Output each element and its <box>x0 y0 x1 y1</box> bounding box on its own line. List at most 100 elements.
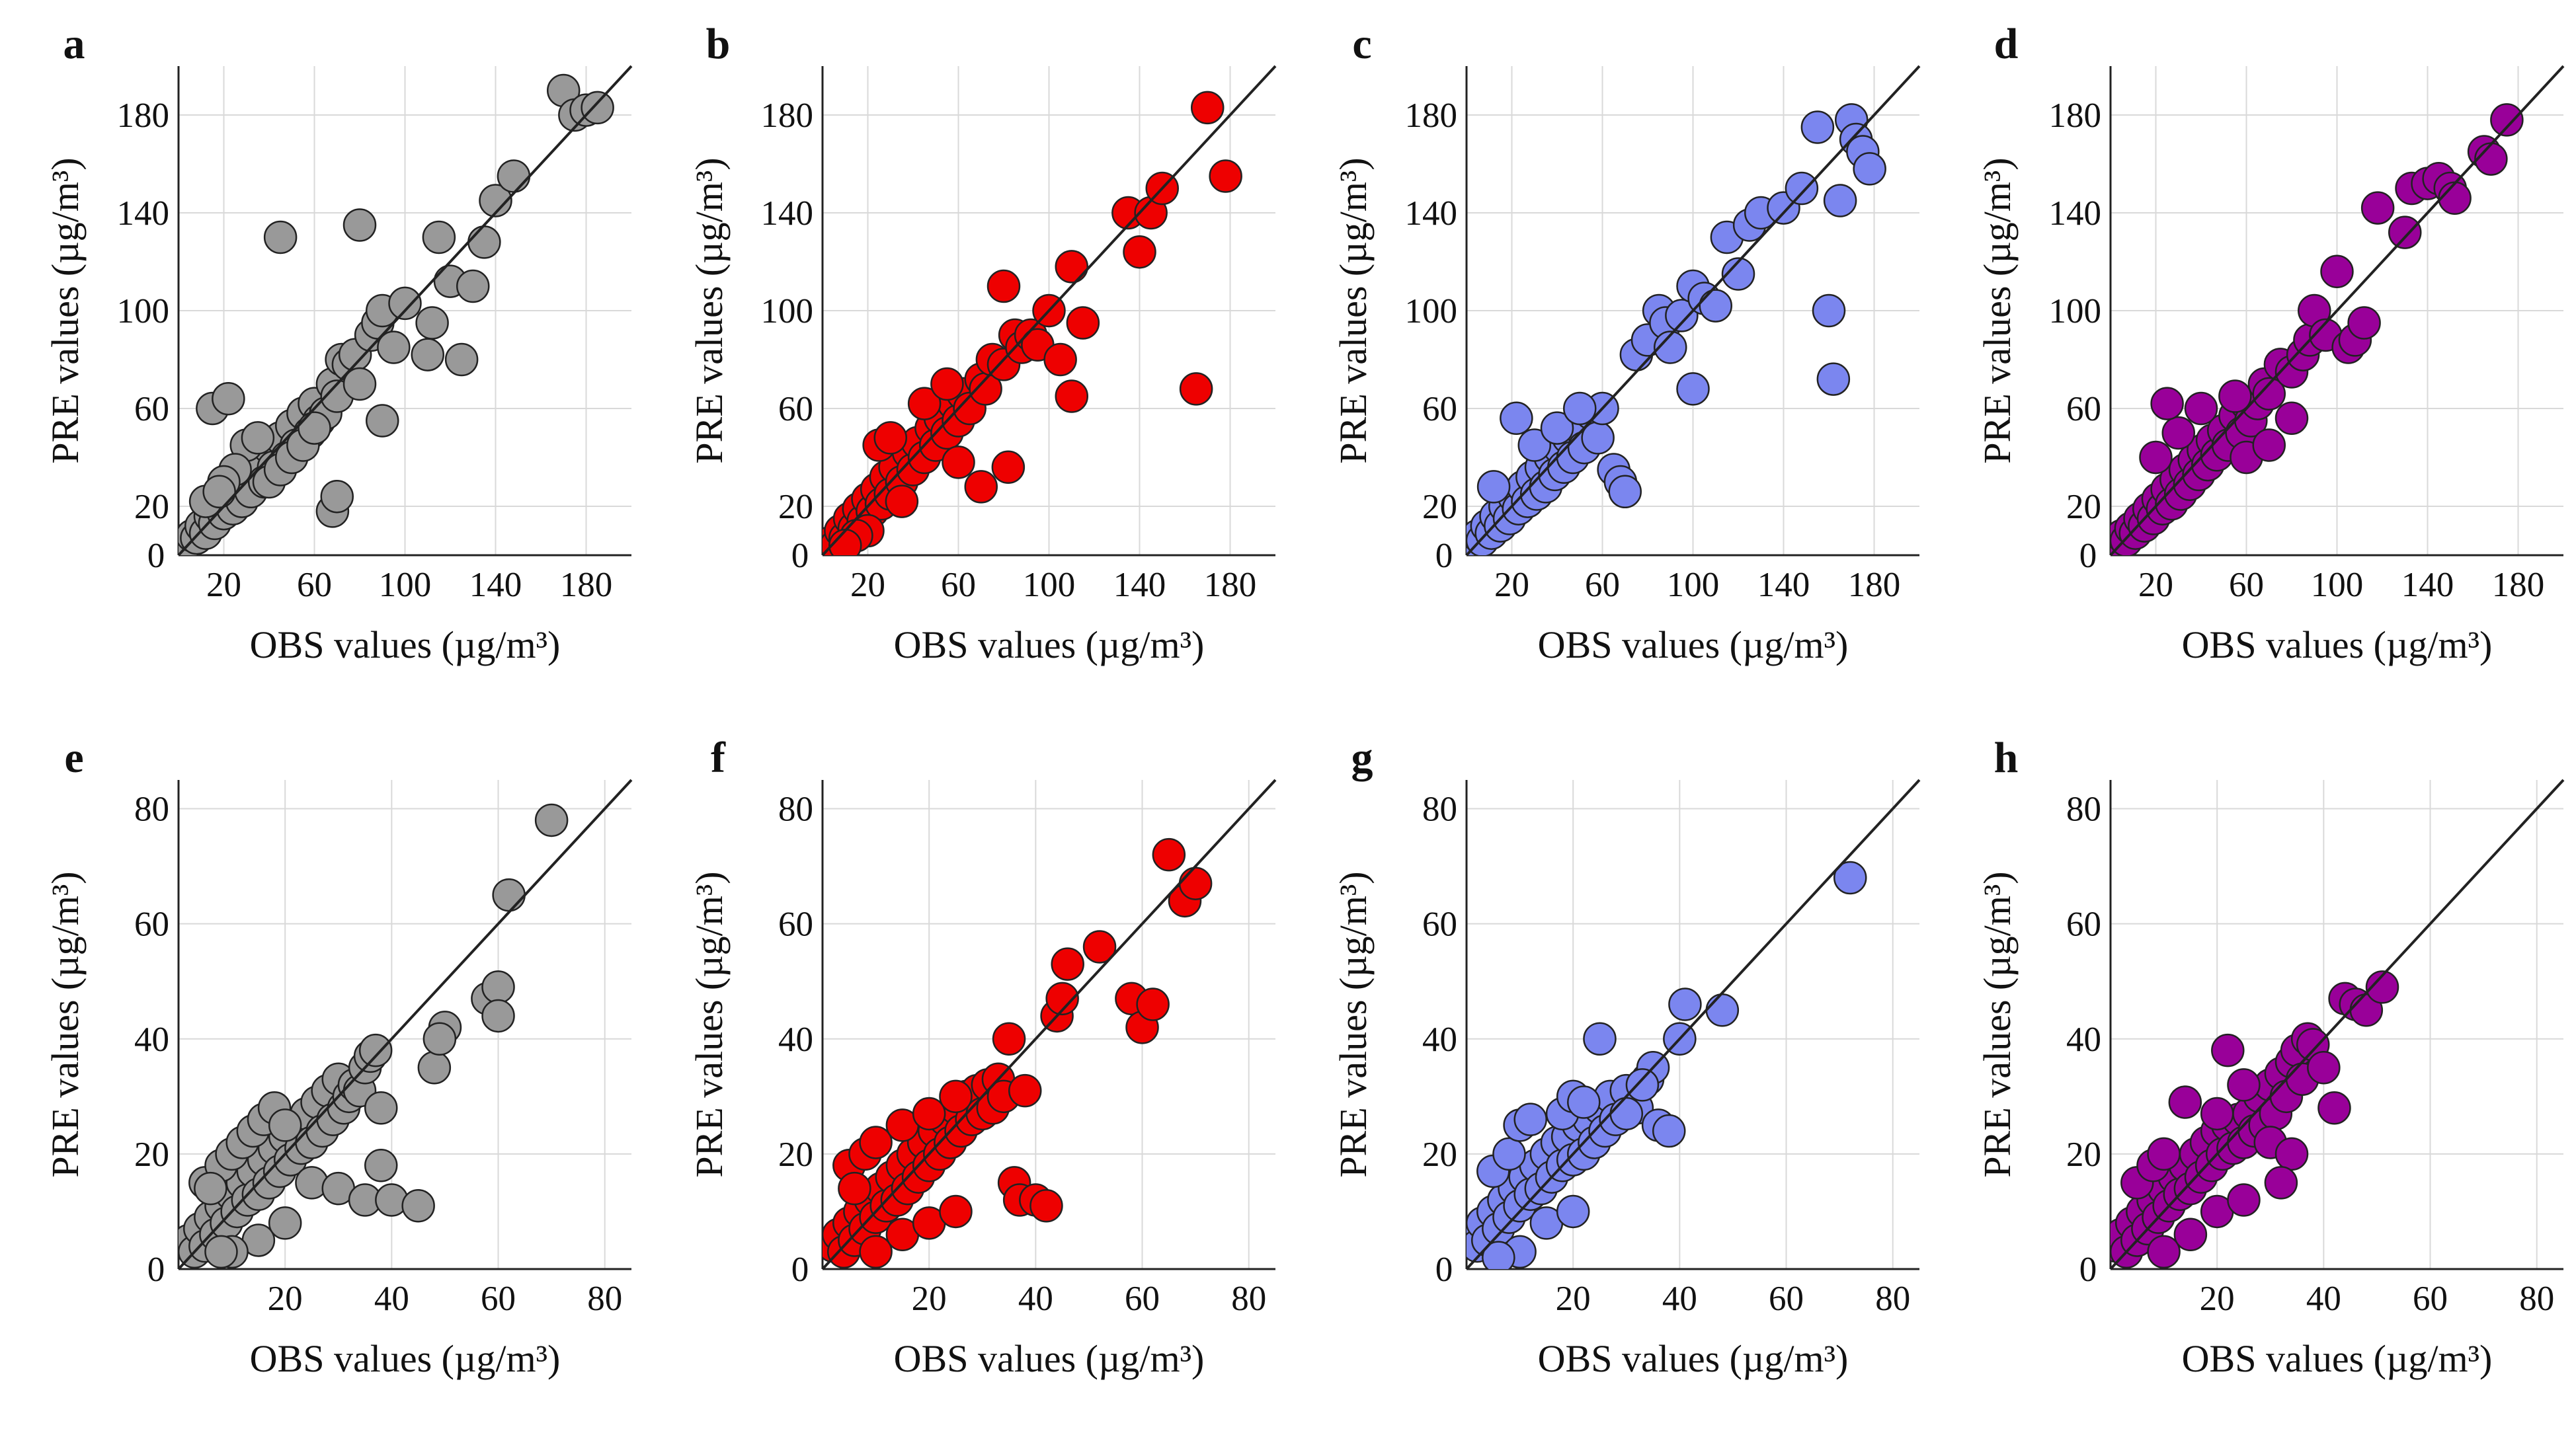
y-tick-label: 100 <box>2049 292 2102 330</box>
data-point <box>377 330 411 364</box>
identity-line <box>821 779 1277 1270</box>
data-point <box>194 1171 227 1206</box>
x-axis-label: OBS values (µg/m³) <box>894 623 1205 666</box>
chart-panel-g: 20 40 60 80 20 40 60 80 0 OBS values (µg/m³) PRE v… <box>1288 714 1932 1428</box>
data-point <box>320 479 354 514</box>
y-tick-label: 140 <box>1405 194 1458 233</box>
data-point <box>263 220 298 254</box>
data-point <box>1029 1188 1063 1223</box>
y-tick-label: 20 <box>2066 1136 2101 1174</box>
data-point <box>423 1022 457 1056</box>
x-tick-label: 40 <box>2306 1280 2341 1318</box>
identity-line <box>2109 65 2565 557</box>
data-point <box>444 342 479 377</box>
y-tick-label: 20 <box>778 488 813 526</box>
y-tick-label: 60 <box>2066 390 2101 428</box>
y-tick-label: 20 <box>2066 488 2101 526</box>
data-point <box>1608 475 1642 509</box>
x-tick-label: 40 <box>1662 1280 1697 1318</box>
data-point <box>202 475 236 509</box>
origin-tick-label: 0 <box>1435 537 1453 575</box>
data-point <box>2161 416 2195 450</box>
data-point <box>1705 993 1740 1027</box>
x-tick-label: 20 <box>850 566 885 604</box>
data-point <box>912 1097 946 1131</box>
y-tick-label: 80 <box>2066 791 2101 829</box>
panel-label: b <box>706 20 731 68</box>
identity-line <box>821 65 1277 557</box>
y-tick-label: 100 <box>1405 292 1458 330</box>
x-tick-label: 20 <box>1494 566 1529 604</box>
data-point <box>1136 987 1170 1021</box>
y-tick-label: 20 <box>1422 1136 1457 1174</box>
x-axis-label: OBS values (µg/m³) <box>2182 623 2493 666</box>
data-point <box>991 450 1026 484</box>
data-point <box>1668 987 1702 1021</box>
y-axis-label: PRE values (µg/m³) <box>688 157 731 463</box>
data-point <box>479 184 512 217</box>
data-point <box>2317 1091 2351 1125</box>
y-axis-label: PRE values (µg/m³) <box>44 157 87 463</box>
x-axis-label: OBS values (µg/m³) <box>1538 1337 1849 1380</box>
x-tick-label: 100 <box>1667 566 1720 604</box>
y-tick-label: 60 <box>2066 906 2101 944</box>
data-point <box>1625 1068 1660 1102</box>
data-point <box>1540 411 1574 445</box>
y-tick-label: 180 <box>2049 97 2102 135</box>
x-tick-label: 40 <box>374 1280 409 1318</box>
x-tick-label: 80 <box>1875 1280 1910 1318</box>
scatter-plot-c: 20 60 100 140 180 20 60 100 140 180 0 OBS values (µ… <box>1332 20 1921 666</box>
y-tick-label: 80 <box>778 791 813 829</box>
data-point <box>1055 250 1088 284</box>
y-tick-label: 60 <box>778 390 813 428</box>
data-point <box>1785 171 1819 206</box>
data-point <box>1654 330 1687 364</box>
data-point <box>1082 930 1117 964</box>
y-axis-label: PRE values (µg/m³) <box>44 871 87 1177</box>
y-tick-label: 140 <box>2049 194 2102 233</box>
data-point <box>1563 391 1597 426</box>
origin-tick-label: 0 <box>2079 537 2097 575</box>
data-point <box>1055 379 1088 413</box>
data-point <box>1665 299 1699 332</box>
x-tick-label: 140 <box>1113 566 1166 604</box>
y-axis-label: PRE values (µg/m³) <box>688 871 731 1177</box>
x-tick-label: 60 <box>1585 566 1620 604</box>
data-point <box>939 1194 973 1229</box>
chart-panel-e: 20 40 60 80 20 40 60 80 0 OBS values (µg/m³) PRE v… <box>0 714 644 1428</box>
data-point <box>1517 428 1551 462</box>
x-tick-label: 20 <box>912 1280 947 1318</box>
x-axis-label: OBS values (µg/m³) <box>1538 623 1849 666</box>
y-tick-label: 40 <box>2066 1021 2101 1059</box>
y-tick-label: 140 <box>761 194 814 233</box>
data-point <box>411 338 444 371</box>
data-point <box>1209 159 1242 193</box>
chart-panel-f: 20 40 60 80 20 40 60 80 0 OBS values (µg/m³) PRE v… <box>644 714 1288 1428</box>
y-tick-label: 20 <box>1422 488 1457 526</box>
data-point <box>492 878 526 912</box>
data-point <box>534 803 569 837</box>
y-tick-label: 100 <box>761 292 814 330</box>
data-point <box>2211 1033 2245 1067</box>
data-point <box>388 286 422 321</box>
data-point <box>497 159 531 193</box>
data-point <box>873 421 907 455</box>
data-point <box>1556 1194 1590 1229</box>
origin-tick-label: 0 <box>2079 1251 2097 1289</box>
x-axis-label: OBS values (µg/m³) <box>250 1337 561 1380</box>
data-point <box>212 381 245 416</box>
data-point <box>2168 1085 2202 1119</box>
data-point <box>1178 867 1213 900</box>
data-point <box>2274 401 2309 436</box>
x-tick-label: 60 <box>2413 1280 2448 1318</box>
x-tick-label: 60 <box>481 1280 516 1318</box>
y-axis-label: PRE values (µg/m³) <box>1332 871 1375 1177</box>
data-point <box>2320 254 2354 289</box>
x-tick-label: 100 <box>1023 566 1076 604</box>
data-point <box>942 445 975 479</box>
data-point <box>2274 1137 2309 1171</box>
data-point <box>2139 440 2173 475</box>
data-point <box>364 1149 398 1182</box>
panel-label: e <box>64 734 83 782</box>
